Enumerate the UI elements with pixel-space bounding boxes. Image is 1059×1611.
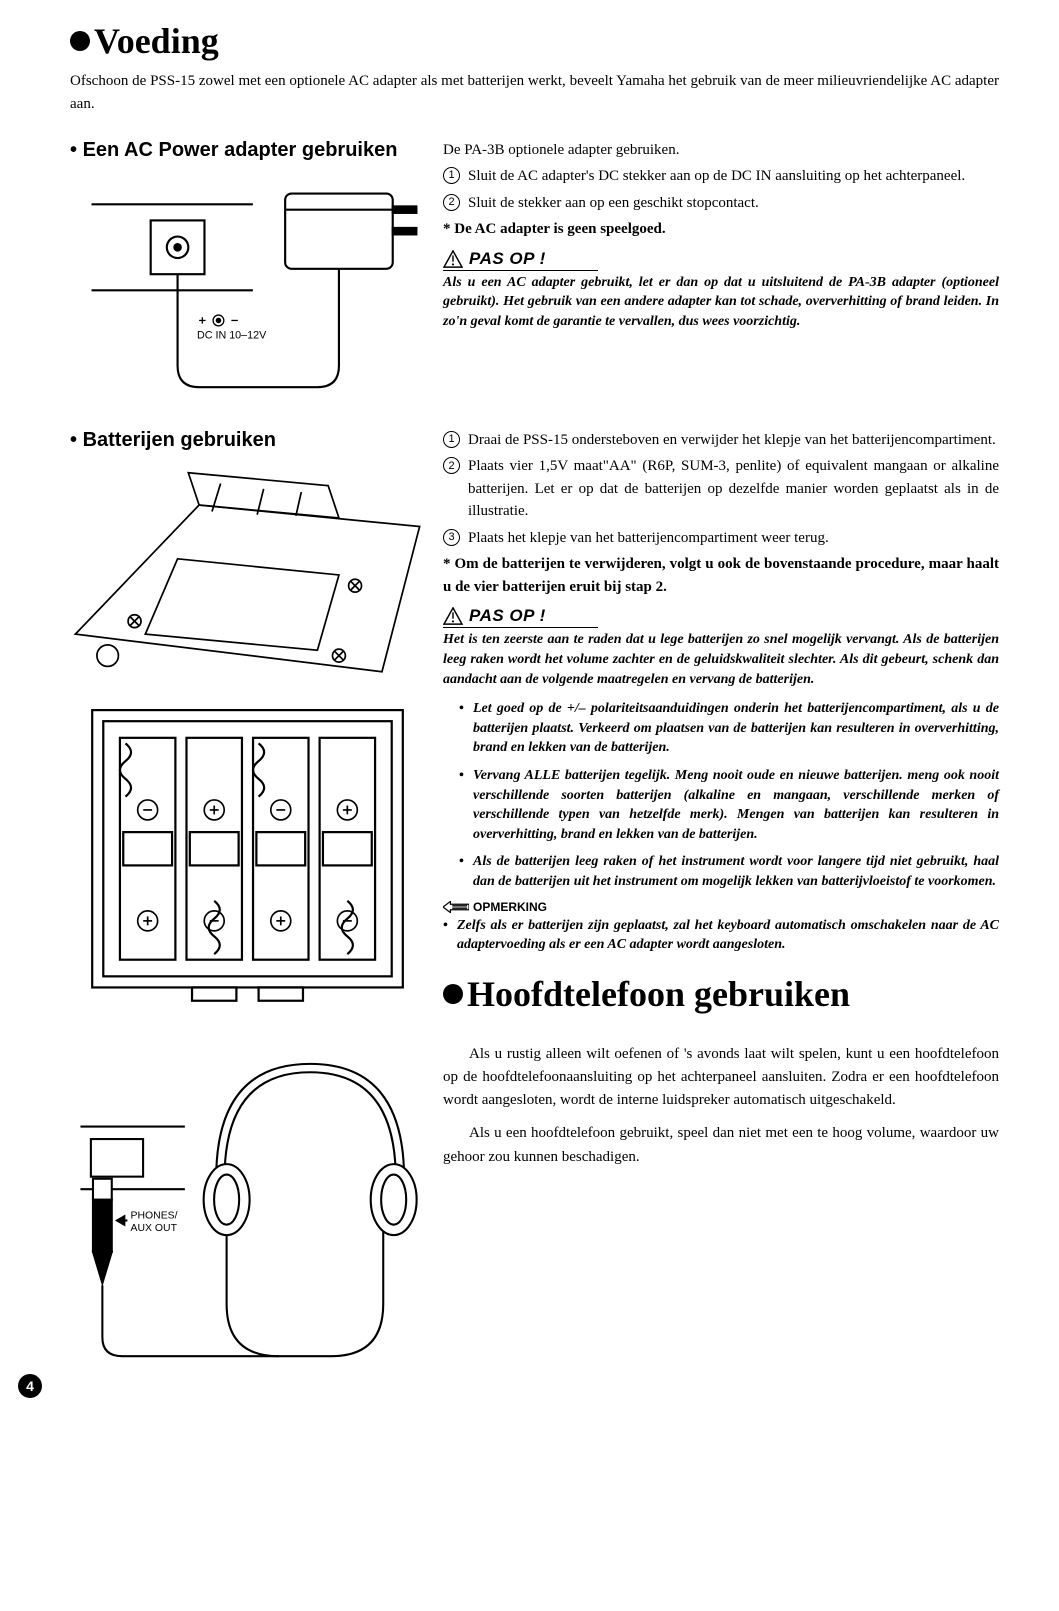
step-num-2-icon: 2 [443,194,460,211]
ac-right-col: De PA-3B optionele adapter gebruiken. 1 … [443,139,999,419]
ac-step-2-text: Sluit de stekker aan op een geschikt sto… [468,192,999,215]
bat-bullet-1: Let goed op de +/– polariteitsaanduiding… [473,699,999,758]
headphones-illustration: PHONES/ AUX OUT [70,1043,425,1367]
bat-step-1: 1 Draai de PSS-15 ondersteboven en verwi… [443,429,999,452]
battery-left-col: • Batterijen gebruiken [70,429,425,1033]
bat-caution-lead: Het is ten zeerste aan te raden dat u le… [443,630,999,689]
bullet-icon [70,31,90,51]
ac-ill-label: DC IN 10–12V [197,329,267,341]
bat-note: * Om de batterijen te verwijderen, volgt… [443,553,999,598]
section-headphones-title-text: Hoofdtelefoon gebruiken [467,973,850,1015]
warning-triangle-icon [443,250,463,268]
battery-subtitle-text: Batterijen gebruiken [83,429,276,451]
opmerking-header: OPMERKING [443,900,999,914]
ac-adapter-illustration: DC IN 10–12V [70,172,425,419]
section-voeding-title-text: Voeding [94,20,219,62]
page-number: 4 [26,1378,34,1394]
ac-subtitle: • Een AC Power adapter gebruiken [70,139,425,162]
ac-caution-label: PAS OP ! [469,249,546,269]
ac-note: * De AC adapter is geen speelgoed. [443,218,999,241]
ac-step-2: 2 Sluit de stekker aan op een geschikt s… [443,192,999,215]
voeding-intro: Ofschoon de PSS-15 zowel met een optione… [70,70,999,117]
bat-caution-label: PAS OP ! [469,606,546,626]
sub-bullet-icon: • [70,139,83,161]
battery-subtitle: • Batterijen gebruiken [70,429,425,452]
ac-adapter-row: • Een AC Power adapter gebruiken [70,139,999,419]
bat-bullet-3: Als de batterijen leeg raken of het inst… [473,852,999,891]
opmerking-label: OPMERKING [473,900,547,914]
headphones-left-col: PHONES/ AUX OUT [70,1043,425,1367]
bullet-icon [443,984,463,1004]
headphones-p1: Als u rustig alleen wilt oefenen of 's a… [443,1043,999,1113]
bat-step-2-text: Plaats vier 1,5V maat"AA" (R6P, SUM-3, p… [468,455,999,523]
phones-label-1: PHONES/ [131,1210,178,1221]
battery-slots-illustration [70,699,425,1010]
headphones-right-col: Als u rustig alleen wilt oefenen of 's a… [443,1043,999,1367]
step-num-3-icon: 3 [443,529,460,546]
bat-step-3: 3 Plaats het klepje van het batterijenco… [443,527,999,550]
headphones-row: PHONES/ AUX OUT Als u rustig alleen wilt… [70,1043,999,1367]
battery-open-illustration [70,462,425,677]
bat-caution-header: PAS OP ! [443,606,598,628]
ac-caution-text: Als u een AC adapter gebruikt, let er da… [443,273,999,332]
page-number-badge: 4 [18,1374,42,1398]
bat-step-2: 2 Plaats vier 1,5V maat"AA" (R6P, SUM-3,… [443,455,999,523]
step-num-2-icon: 2 [443,457,460,474]
section-headphones-title: Hoofdtelefoon gebruiken [443,973,999,1015]
sub-bullet-icon: • [70,429,83,451]
ac-lead: De PA-3B optionele adapter gebruiken. [443,139,999,162]
section-voeding-title: Voeding [70,20,999,62]
ac-subtitle-text: Een AC Power adapter gebruiken [83,139,398,161]
ac-step-1-text: Sluit de AC adapter's DC stekker aan op … [468,165,999,188]
opmerking-text: Zelfs als er batterijen zijn geplaatst, … [443,916,999,955]
note-arrow-icon [443,901,469,913]
ac-left-col: • Een AC Power adapter gebruiken [70,139,425,419]
ac-caution-header: PAS OP ! [443,249,598,271]
bat-caution-bullets: Let goed op de +/– polariteitsaanduiding… [443,699,999,891]
bat-bullet-2: Vervang ALLE batterijen tegelijk. Meng n… [473,766,999,844]
bat-step-1-text: Draai de PSS-15 ondersteboven en verwijd… [468,429,999,452]
phones-label-2: AUX OUT [131,1223,178,1234]
bat-step-3-text: Plaats het klepje van het batterijencomp… [468,527,999,550]
headphones-p2: Als u een hoofdtelefoon gebruikt, speel … [443,1122,999,1169]
battery-row: • Batterijen gebruiken [70,429,999,1033]
step-num-1-icon: 1 [443,167,460,184]
step-num-1-icon: 1 [443,431,460,448]
ac-step-1: 1 Sluit de AC adapter's DC stekker aan o… [443,165,999,188]
battery-right-col: 1 Draai de PSS-15 ondersteboven en verwi… [443,429,999,1033]
warning-triangle-icon [443,607,463,625]
